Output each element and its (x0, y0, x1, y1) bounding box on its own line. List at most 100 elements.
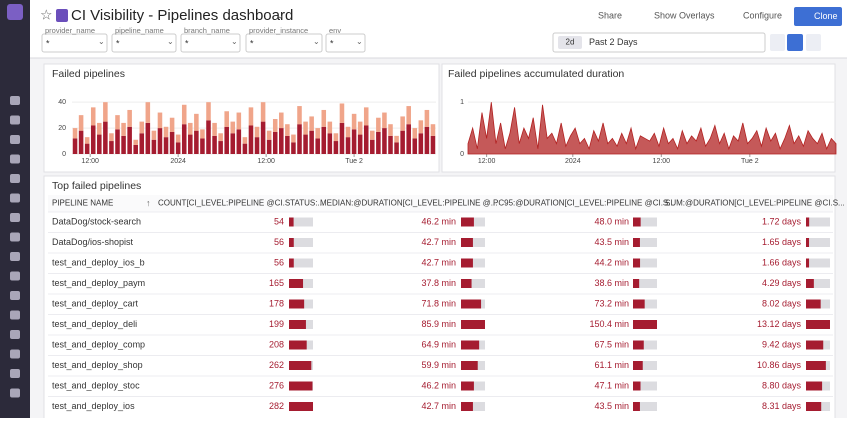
cell-bar (289, 258, 294, 268)
sidebar (0, 0, 30, 418)
nav-icon[interactable] (10, 330, 20, 339)
bar (279, 128, 284, 154)
cell-bar (806, 381, 823, 391)
pause-button[interactable] (787, 34, 803, 51)
cell-bar (806, 238, 810, 247)
y-tick-label: 40 (58, 99, 66, 106)
cell-value: 4.29 days (762, 278, 802, 288)
bar (139, 133, 145, 154)
title-chevron[interactable]: ⌄ (276, 11, 284, 22)
bar (103, 121, 108, 154)
cell-value: 42.7 min (421, 257, 456, 267)
overlays-button[interactable]: Show Overlays (654, 10, 715, 20)
cell-value: 13.12 days (757, 319, 802, 329)
clone-button[interactable]: Clone (814, 11, 838, 21)
nav-icon[interactable] (10, 174, 20, 183)
bar (224, 111, 229, 127)
nav-icon[interactable] (10, 388, 20, 398)
forward-button[interactable] (806, 34, 821, 51)
nav-icon[interactable] (10, 369, 20, 378)
filter-box[interactable] (41, 33, 108, 53)
nav-icon[interactable] (10, 232, 20, 242)
bar (418, 120, 424, 134)
column-header: SUM:@DURATION[CI_LEVEL:PIPELINE @CI.S... (665, 199, 845, 208)
bar (418, 133, 424, 154)
cell-bar (289, 299, 305, 309)
filter-box[interactable] (245, 33, 323, 53)
nav-icon[interactable] (10, 349, 20, 359)
bar-track (806, 238, 830, 247)
bar (145, 122, 151, 154)
bar (266, 130, 272, 140)
nav-icon[interactable] (10, 154, 20, 164)
pipeline-name: DataDog/ios-shopist (52, 237, 134, 247)
filter-value: * (46, 38, 50, 48)
cell-bar (289, 320, 306, 329)
cell-bar (633, 320, 657, 329)
bar-track (633, 238, 657, 247)
bar (382, 128, 387, 154)
nav-icon[interactable] (10, 193, 20, 203)
clone-button-bg[interactable] (794, 7, 842, 26)
cell-bar (806, 361, 826, 370)
cell-bar (289, 238, 294, 247)
nav-icon[interactable] (10, 115, 20, 125)
cell-bar (633, 217, 641, 227)
configure-button[interactable]: Configure (743, 10, 782, 20)
bar (309, 130, 314, 154)
cell-bar (289, 217, 294, 227)
bar (121, 135, 126, 154)
nav-icon[interactable] (10, 96, 20, 105)
time-picker[interactable] (552, 32, 766, 53)
bar (103, 102, 108, 122)
pipeline-name: test_and_deploy_shop (52, 360, 143, 370)
bar-track (461, 258, 485, 268)
filter-chevron: ⌄ (231, 37, 238, 46)
rewind-button[interactable] (770, 34, 785, 51)
cell-bar (289, 361, 312, 370)
cell-value: 1.66 days (762, 257, 802, 267)
bar (327, 133, 333, 154)
widget-title: Top failed pipelines (52, 180, 141, 192)
cell-value: 208 (269, 339, 284, 349)
share-button[interactable]: Share (598, 10, 622, 20)
column-header: COUNT[CI_LEVEL:PIPELINE @CI.STATUS:... (158, 199, 324, 208)
nav-icon[interactable] (10, 252, 20, 261)
bar (157, 128, 163, 154)
nav-icon[interactable] (10, 310, 20, 320)
bar (175, 134, 181, 143)
x-tick-label: 12:00 (653, 158, 671, 165)
bar-track (806, 217, 830, 227)
filter-box[interactable] (325, 33, 366, 53)
cell-bar (289, 279, 304, 288)
nav-icon[interactable] (10, 135, 20, 144)
bar (394, 142, 399, 154)
bar (351, 129, 357, 154)
filter-value: * (185, 38, 189, 48)
cell-bar (806, 299, 821, 309)
cell-bar (806, 320, 830, 329)
cell-value: 38.6 min (594, 278, 629, 288)
bar (206, 120, 211, 154)
cell-bar (461, 217, 474, 227)
filter-box[interactable] (111, 33, 177, 53)
cell-bar (461, 238, 473, 247)
filter-box[interactable] (180, 33, 241, 53)
widget-title: Failed pipelines accumulated duration (448, 68, 624, 80)
y-tick-label: 1 (460, 99, 464, 106)
nav-icon[interactable] (10, 271, 20, 281)
bar (151, 130, 157, 140)
nav-icon[interactable] (10, 291, 20, 300)
cell-value: 85.9 min (421, 319, 456, 329)
star-icon[interactable]: ☆ (40, 7, 53, 23)
bar (285, 135, 290, 154)
cell-bar (633, 340, 644, 350)
bar (78, 115, 84, 131)
nav-icon[interactable] (10, 213, 20, 222)
bar (363, 107, 369, 126)
cell-value: 54 (274, 216, 284, 226)
cell-value: 178 (269, 298, 284, 308)
filter-chevron: ⌄ (356, 37, 363, 46)
cell-bar (633, 258, 641, 268)
sort-arrow[interactable]: ↑ (146, 198, 151, 208)
